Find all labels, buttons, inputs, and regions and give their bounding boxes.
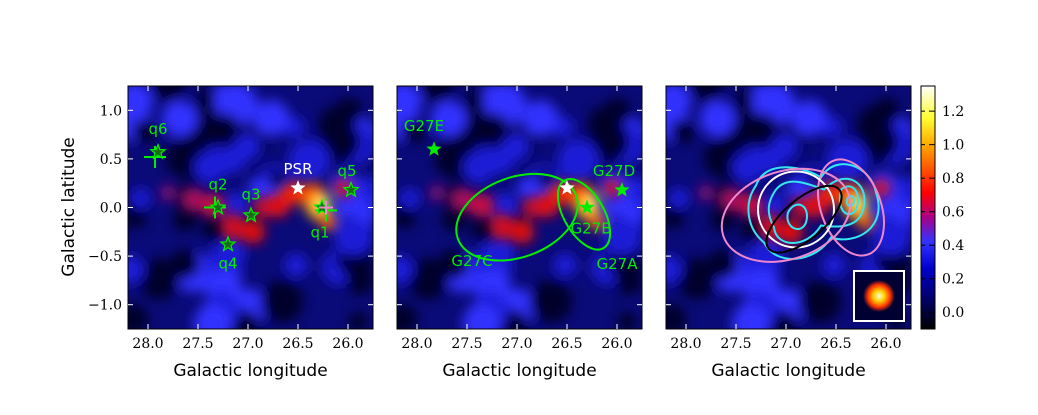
- source-label: G27B: [570, 220, 611, 238]
- x-tick-label: 26.5: [551, 336, 582, 352]
- x-tick-label: 26.5: [282, 336, 313, 352]
- x-tick-label: 27.0: [501, 336, 532, 352]
- colorbar-tick-label: 0.0: [942, 305, 964, 321]
- colorbar-gradient: [920, 85, 936, 330]
- colorbar-tick-label: 0.8: [942, 171, 964, 187]
- y-tick-label: −1.0: [88, 298, 122, 314]
- source-label: q5: [337, 162, 356, 180]
- overlay: [144, 142, 360, 252]
- x-tick-label: 27.5: [182, 336, 213, 352]
- pink-cross-marker: [319, 200, 333, 215]
- contour-line: [786, 203, 808, 230]
- pulsar-star: [559, 180, 575, 195]
- y-tick-label: 0.5: [100, 152, 122, 168]
- overlay: [426, 141, 630, 262]
- emission-band: [429, 179, 621, 244]
- x-axis-label: Galactic longitude: [173, 361, 327, 381]
- heatmap-image: [397, 86, 642, 329]
- source-label: q3: [241, 185, 260, 203]
- x-tick-label: 27.5: [720, 336, 751, 352]
- panel-middle: 28.0 27.5 27.0 26.5 26.0 Galactic longitude G2…: [396, 85, 643, 381]
- x-axis-label: Galactic longitude: [442, 361, 596, 381]
- source-label: q4: [218, 254, 237, 272]
- panel-left: 28.0 27.5 27.0 26.5 26.0 1.0 0.5 0.0 −0.5 −1.0 Gal…: [88, 85, 374, 381]
- y-axis-label: Galactic latitude: [59, 137, 79, 276]
- black-ellipse: [765, 184, 843, 254]
- pulsar-star: [290, 180, 306, 195]
- y-tick-label: −0.5: [88, 249, 122, 265]
- colorbar-tick-label: 0.2: [942, 272, 964, 288]
- pink-ellipse: [720, 167, 852, 263]
- colorbar-tick-label: 0.6: [942, 205, 964, 221]
- region-ellipse: [455, 172, 579, 262]
- x-tick-label: 26.0: [870, 336, 901, 352]
- x-axis-label: Galactic longitude: [711, 361, 865, 381]
- source-label: q1: [310, 224, 329, 242]
- overlay: [720, 158, 905, 322]
- source-star: [342, 180, 360, 198]
- x-tick-label: 28.0: [132, 336, 163, 352]
- region-label: G27C: [451, 252, 492, 270]
- source-star: [209, 198, 227, 215]
- y-tick-label: 0.0: [100, 201, 122, 217]
- region-label: G27A: [597, 255, 639, 273]
- annotation-layer: q6 q2 q3 q4 q1 q5 PSR: [148, 120, 356, 272]
- source-star: [219, 235, 237, 252]
- x-tick-label: 26.5: [820, 336, 851, 352]
- region-ellipse: [556, 178, 612, 251]
- colorbar: 1.2 1.0 0.8 0.6 0.4 0.2 0.0: [920, 85, 964, 330]
- contour-line: [845, 195, 856, 208]
- source-star: [149, 142, 167, 160]
- x-tick-label: 28.0: [670, 336, 701, 352]
- source-star: [426, 141, 442, 156]
- source-label: G27E: [404, 117, 444, 135]
- pink-ellipse-2: [817, 158, 885, 257]
- contour-line: [747, 163, 880, 260]
- heatmap-image: [128, 86, 373, 329]
- y-tick-label: 1.0: [100, 103, 122, 119]
- x-tick-label: 28.0: [401, 336, 432, 352]
- contour-line: [838, 185, 860, 215]
- emission-band: [160, 179, 352, 244]
- source-label: G27D: [593, 162, 635, 180]
- panel-right: 28.0 27.5 27.0 26.5 26.0 Galactic longitude: [665, 85, 912, 381]
- source-star: [242, 206, 260, 223]
- source-label: q2: [208, 176, 227, 194]
- x-tick-label: 26.0: [332, 336, 363, 352]
- x-tick-label: 27.0: [770, 336, 801, 352]
- source-star: [614, 182, 630, 197]
- colorbar-tick-label: 1.0: [942, 138, 964, 154]
- psf-blob: [863, 280, 895, 312]
- annotation-layer: G27C G27A G27E G27D G27B: [404, 117, 638, 273]
- source-star: [579, 199, 595, 214]
- pulsar-label: PSR: [284, 160, 313, 178]
- source-label: q6: [148, 120, 167, 138]
- colorbar-tick-label: 1.2: [942, 104, 964, 120]
- x-tick-label: 27.5: [451, 336, 482, 352]
- colorbar-tick-label: 0.4: [942, 238, 964, 254]
- x-tick-label: 26.0: [601, 336, 632, 352]
- x-tick-label: 27.0: [232, 336, 263, 352]
